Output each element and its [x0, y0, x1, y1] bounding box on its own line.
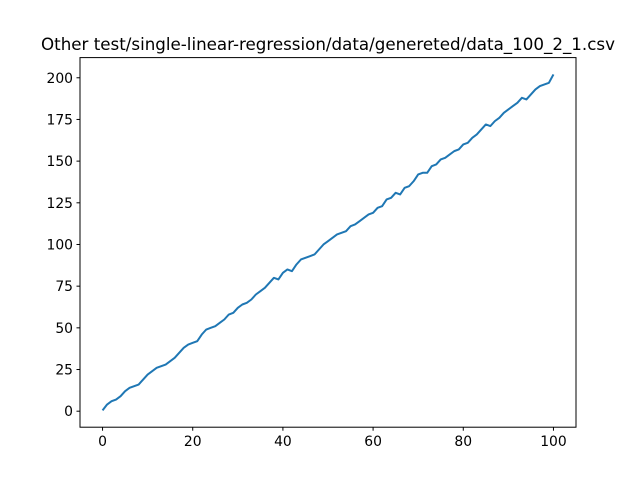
x-tick-label: 80: [454, 434, 472, 450]
y-tick-label: 25: [55, 363, 73, 379]
y-tick-label: 175: [46, 112, 73, 128]
y-tick-label: 0: [64, 404, 73, 420]
y-tick-label: 75: [55, 279, 73, 295]
y-tick-label: 150: [46, 154, 73, 170]
x-tick-label: 0: [98, 434, 107, 450]
line: [101, 73, 555, 411]
y-tick-label: 200: [46, 71, 73, 87]
y-tick-label: 100: [46, 237, 73, 253]
x-tick-label: 40: [274, 434, 292, 450]
axes-frame: [79, 57, 577, 428]
x-tick-label: 100: [540, 434, 567, 450]
x-tick-label: 60: [364, 434, 382, 450]
x-tick-label: 20: [184, 434, 202, 450]
chart-title: Other test/single-linear-regression/data…: [41, 34, 615, 55]
y-tick-label: 125: [46, 196, 73, 212]
y-tick-label: 50: [55, 321, 73, 337]
